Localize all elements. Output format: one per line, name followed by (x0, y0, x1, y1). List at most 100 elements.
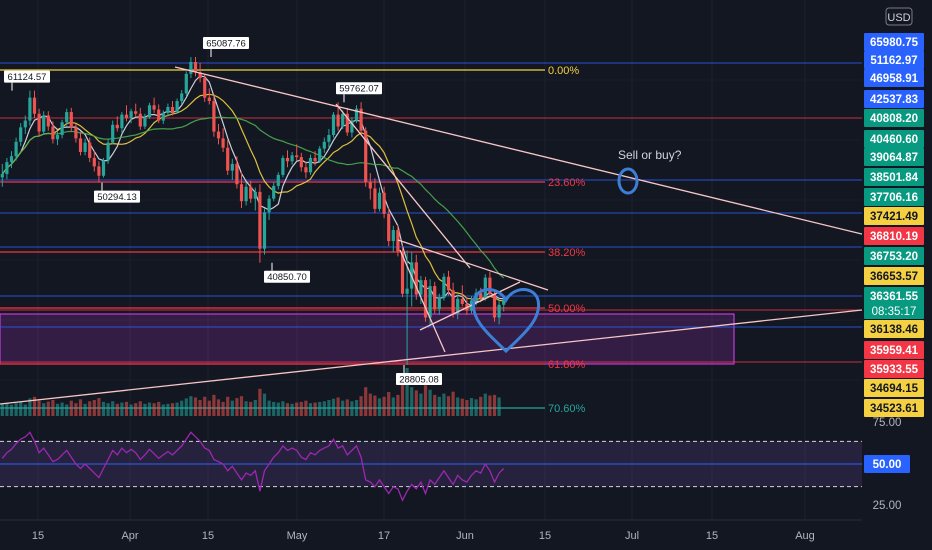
candle (111, 120, 115, 145)
candle (92, 151, 96, 172)
volume-bar (198, 400, 202, 416)
volume-bar (5, 402, 9, 416)
currency-badge[interactable]: USD (885, 7, 913, 26)
price-axis-label: 40460.60 (864, 130, 924, 148)
price-axis-label: 42537.83 (864, 90, 924, 108)
rsi-axis-label: 25.00 (873, 500, 902, 512)
svg-text:28805.08: 28805.08 (399, 375, 439, 386)
volume-bar (143, 403, 147, 416)
volume-bar (299, 401, 303, 416)
volume-bar (391, 397, 395, 416)
volume-bar (138, 401, 142, 416)
x-tick-label: Jul (625, 530, 639, 542)
price-axis-label: 37421.49 (864, 207, 924, 225)
rsi-axis-label: 50.00 (864, 455, 910, 473)
candle (437, 293, 441, 315)
price-axis-label: 36753.20 (864, 247, 924, 265)
trend-line (174, 66, 871, 237)
candle (212, 94, 216, 137)
volume-bar (65, 404, 69, 416)
candle (400, 245, 405, 298)
x-tick-label: 17 (378, 530, 390, 542)
svg-text:35933.55: 35933.55 (870, 364, 919, 376)
candle (267, 195, 271, 220)
volume-bar (428, 389, 432, 416)
volume-bar (124, 401, 129, 416)
candle (322, 137, 326, 153)
rsi-axis-label: 75.00 (873, 417, 902, 429)
volume-bar (460, 398, 464, 416)
candle (460, 285, 464, 307)
volume-bar (272, 401, 276, 416)
candle (120, 112, 124, 134)
candle (451, 282, 455, 318)
svg-text:37706.16: 37706.16 (870, 192, 918, 204)
candle (387, 207, 391, 247)
x-tick-label: May (287, 530, 308, 542)
price-axis-label: 36361.55 08:35:17 (864, 287, 924, 319)
volume-bar (74, 403, 78, 416)
volume-bar (9, 404, 14, 416)
candle (175, 98, 179, 114)
fibonacci-retracement: 0.00% 23.60% 38.20% 50.00% 61.80% 70.60% (0, 65, 586, 415)
candle (258, 184, 262, 263)
price-axis-label: 46958.91 (864, 69, 924, 87)
volume-bar (451, 391, 455, 416)
volume-bar (46, 401, 50, 416)
candle (28, 90, 32, 126)
candle (32, 90, 37, 119)
volume-bar (414, 390, 418, 416)
volume-bar (226, 396, 230, 416)
volume-bar (405, 368, 409, 416)
candle (42, 111, 46, 135)
candle (318, 146, 322, 164)
svg-text:34523.61: 34523.61 (870, 403, 919, 415)
price-annotation: 59762.07 (336, 82, 382, 103)
volume-bar (345, 399, 349, 416)
volume-bar (152, 403, 156, 416)
price-axis-label: 51162.97 (864, 51, 924, 69)
volume-bar (203, 396, 207, 416)
candle (97, 161, 101, 183)
price-axis-label: 36810.19 (864, 227, 924, 245)
volume-bar (373, 395, 377, 416)
fib-level-label: 61.80% (548, 359, 586, 371)
price-annotation: 40850.70 (264, 262, 310, 283)
volume-bar (60, 402, 64, 416)
svg-text:75.00: 75.00 (873, 417, 902, 429)
svg-text:40850.70: 40850.70 (267, 272, 307, 283)
volume-bar (313, 402, 317, 416)
candle (180, 90, 184, 105)
candle (262, 207, 267, 255)
fib-level-label: 23.60% (548, 177, 586, 189)
candle (207, 88, 211, 105)
candle (14, 137, 18, 161)
candle (83, 138, 87, 156)
candle (497, 300, 501, 325)
candle (0, 163, 4, 187)
volume-bar (419, 393, 423, 416)
candle (244, 182, 248, 206)
svg-text:65980.75: 65980.75 (870, 37, 919, 49)
volume-bar (216, 399, 221, 416)
volume-bar (322, 401, 326, 416)
candle (281, 155, 285, 178)
candle (354, 105, 359, 124)
volume-bar (350, 401, 354, 416)
candle (483, 274, 487, 301)
volume-bar (483, 393, 487, 416)
volume-bar (78, 399, 83, 416)
volume-bar (318, 401, 322, 416)
ma-mid-line (1, 93, 504, 302)
volume-bar (456, 397, 460, 416)
volume-bar (281, 401, 285, 416)
candle (295, 144, 299, 161)
svg-text:46958.91: 46958.91 (870, 73, 919, 85)
volume-bar (262, 393, 267, 416)
volume-bar (423, 385, 428, 416)
volume-bar (221, 401, 225, 416)
ma-slow-line (1, 116, 505, 279)
candle (359, 102, 363, 135)
